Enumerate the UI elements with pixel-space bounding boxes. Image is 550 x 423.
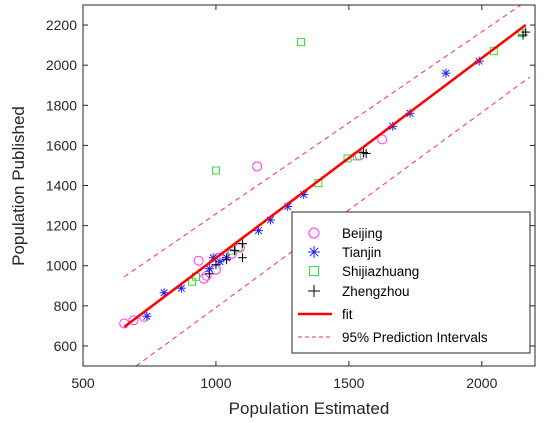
legend-label-tianjin: Tianjin (342, 245, 381, 260)
point-tianjin (441, 68, 451, 78)
marker-stroke (177, 284, 186, 292)
point-zhengzhou (230, 246, 240, 256)
y-axis: 600 800 1000 1200 1400 1600 1800 2000 2200 (46, 17, 535, 354)
marker-stroke (209, 254, 217, 262)
prediction-interval-upper (123, 5, 522, 278)
x-axis: 500 1000 1500 2000 (71, 5, 498, 391)
legend-entry-prediction-intervals: 95% Prediction Intervals (298, 330, 488, 345)
point-shijiazhuang (211, 166, 220, 175)
point-zhengzhou (238, 253, 248, 263)
point-zhengzhou (204, 269, 214, 279)
x-tick-label: 2000 (466, 375, 497, 391)
y-tick-label: 1200 (46, 218, 77, 234)
point-tianjin (204, 264, 214, 274)
legend-label-shijiazhuang: Shijiazhuang (342, 264, 419, 279)
point-zhengzhou (361, 148, 371, 158)
legend-label-zhengzhou: Zhengzhou (342, 284, 410, 299)
point-shijiazhuang (297, 38, 306, 47)
y-tick-label: 1800 (46, 97, 77, 113)
marker-stroke (284, 202, 292, 211)
y-tick-label: 2000 (46, 57, 77, 73)
y-tick-label: 800 (54, 298, 78, 314)
legend-entry-beijing: Beijing (308, 226, 383, 241)
point-tianjin (142, 311, 152, 321)
legend-entry-fit: fit (298, 307, 353, 322)
marker-stroke (143, 312, 151, 320)
fit-line (123, 24, 527, 328)
x-tick-label: 1000 (200, 375, 231, 391)
point-beijing (128, 315, 139, 326)
point-beijing (226, 248, 237, 259)
y-tick-label: 1400 (46, 178, 77, 194)
point-zhengzhou (211, 260, 221, 270)
x-tick-label: 500 (71, 375, 95, 391)
marker-stroke (160, 289, 168, 297)
y-tick-label: 1600 (46, 137, 77, 153)
y-tick-label: 2200 (46, 17, 77, 33)
marker-stroke (254, 226, 263, 235)
point-beijing (252, 161, 263, 172)
point-shijiazhuang (343, 154, 352, 163)
y-axis-label: Population Published (9, 106, 28, 266)
x-tick-label: 1500 (333, 375, 364, 391)
point-beijing (193, 255, 204, 266)
legend-entry-zhengzhou: Zhengzhou (308, 284, 410, 299)
legend-marker-zhengzhou (308, 285, 320, 297)
point-zhengzhou (222, 255, 232, 265)
legend: Beijing Tianjin Shijiazhuang Zhengzhou f (291, 211, 531, 354)
legend-marker-beijing (308, 227, 320, 239)
point-beijing (377, 134, 388, 145)
legend-label-beijing: Beijing (342, 226, 383, 241)
legend-entry-tianjin: Tianjin (308, 245, 381, 260)
marker-stroke (442, 69, 450, 77)
legend-marker-tianjin (308, 246, 320, 258)
legend-label-fit: fit (342, 307, 353, 322)
point-zhengzhou (238, 239, 248, 249)
point-zhengzhou (521, 27, 531, 37)
x-axis-label: Population Estimated (229, 399, 390, 418)
marker-stroke (266, 216, 275, 224)
marker-stroke (205, 265, 213, 273)
marker-stroke (300, 190, 308, 199)
legend-label-prediction-intervals: 95% Prediction Intervals (342, 330, 488, 345)
legend-box (291, 211, 531, 354)
y-tick-label: 600 (54, 338, 78, 354)
y-tick-label: 1000 (46, 258, 77, 274)
legend-entry-shijiazhuang: Shijiazhuang (309, 264, 419, 279)
legend-marker-shijiazhuang (309, 266, 319, 276)
